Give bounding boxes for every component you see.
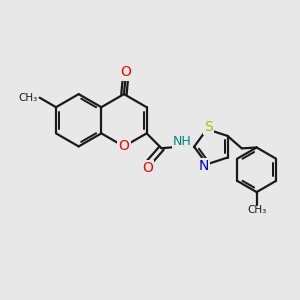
Text: O: O — [142, 161, 153, 175]
Text: O: O — [118, 140, 129, 153]
Text: NH: NH — [173, 135, 192, 148]
Text: CH₃: CH₃ — [18, 93, 37, 103]
Text: CH₃: CH₃ — [247, 205, 266, 214]
Text: S: S — [204, 120, 213, 134]
Text: O: O — [120, 65, 131, 80]
Text: N: N — [198, 159, 208, 173]
